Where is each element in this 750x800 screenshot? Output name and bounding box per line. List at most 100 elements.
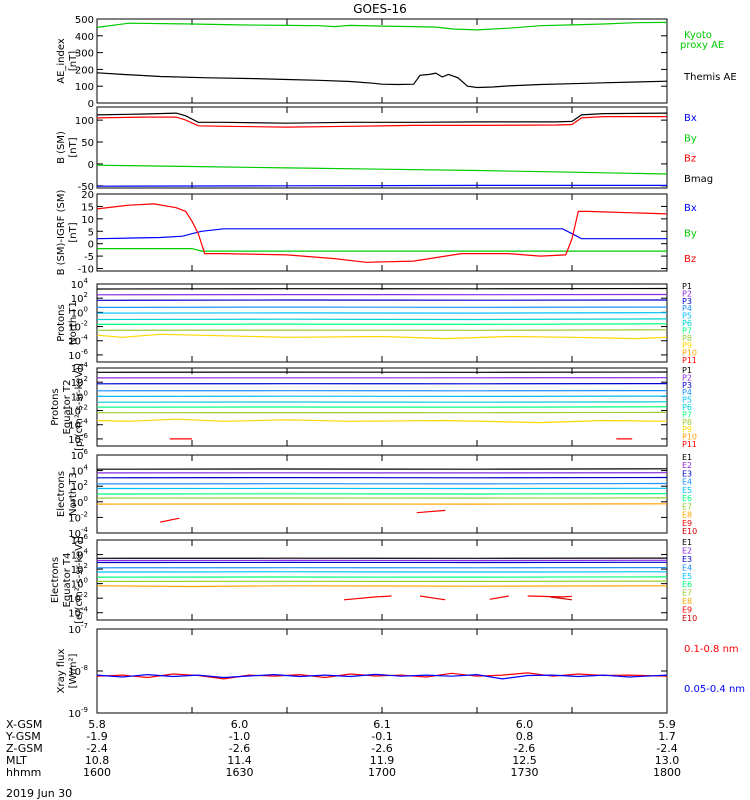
time-axis-value: 6.0	[516, 718, 534, 731]
y-tick-label: -5	[84, 252, 94, 263]
legend-label: E9	[682, 519, 692, 528]
y-tick-label: 100	[75, 116, 94, 127]
y-tick-label: 10-4	[68, 418, 88, 432]
y-axis-label: [nT]	[68, 137, 79, 157]
legend-label: P2	[682, 289, 692, 298]
y-tick-label: 10-2	[68, 510, 88, 524]
legend-label: Bz	[684, 154, 696, 165]
y-axis-label: [e/(cm²-s-sr-keV)]	[74, 536, 85, 624]
legend-label: P1	[682, 366, 692, 375]
legend-label: E3	[682, 555, 692, 564]
panel-frame	[96, 18, 668, 104]
legend-label: P3	[682, 381, 692, 390]
series-p8	[96, 329, 668, 331]
legend-label: P8	[682, 334, 692, 343]
time-axis-value: -2.4	[656, 742, 677, 755]
series-e9	[527, 595, 573, 598]
legend-label: By	[684, 133, 697, 144]
y-tick-label: 200	[75, 65, 94, 76]
y-tick-label: 102	[71, 375, 88, 389]
y-tick-label: 10	[81, 215, 94, 226]
y-tick-label: 10-6	[68, 348, 88, 362]
time-axis-value: 12.5	[512, 754, 537, 767]
time-axis-value: 1800	[653, 766, 681, 779]
y-tick-label: 104	[71, 464, 89, 478]
time-axis-row-label: Y-GSM	[5, 730, 41, 743]
time-axis-value: 11.4	[227, 754, 252, 767]
y-tick-label: 106	[71, 448, 89, 462]
legend-label: P7	[682, 326, 692, 335]
y-tick-label: 104	[71, 277, 89, 291]
y-axis-label: North T1	[68, 301, 79, 345]
time-axis-row-label: MLT	[6, 754, 27, 767]
y-axis-label: Xray flux	[56, 649, 67, 694]
legend-label: P6	[682, 403, 692, 412]
time-axis-value: 6.0	[231, 718, 249, 731]
series-p7	[96, 323, 668, 325]
panel-bsm: -50 0 50 100 B (SM) [nT] Bx By Bz Bmag	[56, 106, 713, 193]
y-tick-label: 10-8	[68, 664, 88, 678]
panel-xray: 10-9 10-8 10-7 Xray flux [W/m²] 0.1-0.8 nm 0.0…	[56, 622, 745, 720]
y-tick-label: 10-6	[68, 432, 88, 446]
legend-label: Bmag	[684, 174, 713, 185]
legend-label: proxy AE	[680, 40, 724, 51]
time-axis-value: 1.7	[658, 730, 676, 743]
legend-label: E9	[682, 606, 692, 615]
legend-label: E2	[682, 461, 692, 470]
y-axis-label: Equator T4	[62, 553, 73, 608]
legend-label: E7	[682, 589, 692, 598]
legend-label: E2	[682, 546, 692, 555]
plot-title: GOES-16	[353, 2, 407, 16]
legend-label: Bx	[684, 113, 697, 124]
y-axis-label: [nT]	[68, 222, 79, 242]
time-axis-row-label: Z-GSM	[6, 742, 43, 755]
series-p1	[96, 287, 668, 290]
time-axis-row-label: hhmm	[6, 766, 41, 779]
time-axis-value: 6.1	[373, 718, 391, 731]
series-bx	[96, 228, 667, 240]
legend-label: E6	[682, 494, 692, 503]
legend-label: E1	[682, 453, 692, 462]
legend-label: Bx	[684, 203, 697, 214]
legend-label: E8	[682, 597, 692, 606]
legend-label: By	[684, 229, 697, 240]
y-tick-label: 20	[81, 190, 94, 201]
y-axis-label: [p/(cm²-s-sr-keV)]	[74, 363, 85, 451]
legend-label: P9	[682, 425, 692, 434]
series-e10	[549, 596, 573, 601]
legend-label: P2	[682, 373, 692, 382]
legend-label: E10	[682, 614, 697, 623]
time-axis-value: -2.4	[86, 742, 107, 755]
y-tick-label: 400	[75, 32, 94, 43]
legend-label: P8	[682, 418, 692, 427]
series-p9	[96, 418, 668, 424]
y-tick-label: 500	[75, 15, 94, 26]
series-p9	[96, 333, 668, 340]
series-e9	[419, 595, 446, 601]
y-tick-label: 0	[88, 160, 94, 171]
legend-label: P9	[682, 341, 692, 350]
y-tick-label: 0	[88, 99, 94, 110]
legend-label: E4	[682, 563, 692, 572]
series-e9	[489, 595, 509, 600]
legend-label: P10	[682, 349, 697, 358]
series-0-05-0-4-nm	[96, 673, 668, 680]
time-axis-value: -0.1	[371, 730, 392, 743]
legend-label: E3	[682, 469, 692, 478]
time-axis-value: 1730	[511, 766, 539, 779]
legend-label: E7	[682, 502, 692, 511]
y-axis-label: [nT]	[68, 51, 79, 71]
time-axis-value: 1700	[368, 766, 396, 779]
y-tick-label: 0	[88, 240, 94, 251]
legend-label: E1	[682, 538, 692, 547]
y-tick-label: 100	[71, 495, 88, 509]
y-tick-label: 10-4	[68, 606, 88, 620]
y-tick-label: 10-9	[68, 706, 88, 720]
y-axis-label: AE_index	[56, 38, 67, 84]
date-label: 2019 Jun 30	[6, 787, 72, 800]
